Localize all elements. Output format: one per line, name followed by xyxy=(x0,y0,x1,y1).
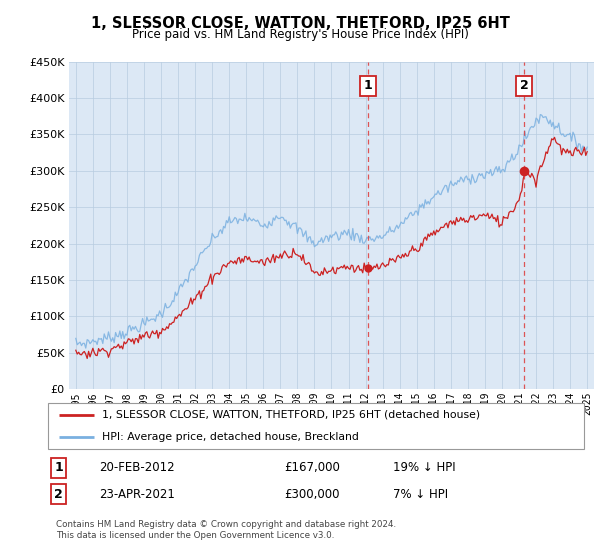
Text: £167,000: £167,000 xyxy=(284,461,340,474)
Text: This data is licensed under the Open Government Licence v3.0.: This data is licensed under the Open Gov… xyxy=(56,530,334,540)
Text: £300,000: £300,000 xyxy=(284,488,340,501)
Text: 20-FEB-2012: 20-FEB-2012 xyxy=(100,461,175,474)
Text: HPI: Average price, detached house, Breckland: HPI: Average price, detached house, Brec… xyxy=(102,432,359,442)
Text: 2: 2 xyxy=(54,488,63,501)
Text: 1, SLESSOR CLOSE, WATTON, THETFORD, IP25 6HT (detached house): 1, SLESSOR CLOSE, WATTON, THETFORD, IP25… xyxy=(102,410,480,420)
Text: Price paid vs. HM Land Registry's House Price Index (HPI): Price paid vs. HM Land Registry's House … xyxy=(131,28,469,41)
Text: 1: 1 xyxy=(54,461,63,474)
FancyBboxPatch shape xyxy=(48,403,584,449)
Text: 19% ↓ HPI: 19% ↓ HPI xyxy=(392,461,455,474)
Text: 23-APR-2021: 23-APR-2021 xyxy=(100,488,175,501)
Text: 1: 1 xyxy=(363,79,372,92)
Text: Contains HM Land Registry data © Crown copyright and database right 2024.: Contains HM Land Registry data © Crown c… xyxy=(56,520,396,529)
Text: 2: 2 xyxy=(520,79,529,92)
Text: 1, SLESSOR CLOSE, WATTON, THETFORD, IP25 6HT: 1, SLESSOR CLOSE, WATTON, THETFORD, IP25… xyxy=(91,16,509,31)
Text: 7% ↓ HPI: 7% ↓ HPI xyxy=(392,488,448,501)
